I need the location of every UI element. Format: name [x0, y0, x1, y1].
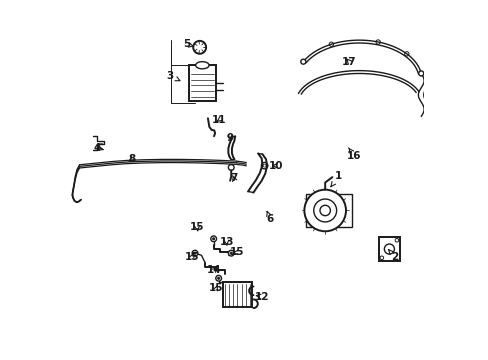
- Text: 4: 4: [93, 143, 103, 153]
- Text: 15: 15: [209, 283, 224, 293]
- Circle shape: [192, 250, 198, 256]
- Text: 16: 16: [346, 148, 361, 161]
- Circle shape: [215, 275, 221, 281]
- Text: 3: 3: [166, 71, 180, 81]
- Text: 17: 17: [341, 57, 356, 67]
- Text: 15: 15: [184, 252, 199, 262]
- Text: 9: 9: [226, 133, 233, 143]
- Bar: [188, 65, 215, 101]
- Text: 6: 6: [266, 211, 273, 224]
- Circle shape: [210, 236, 216, 242]
- Circle shape: [212, 238, 214, 240]
- Text: 15: 15: [189, 222, 204, 231]
- Text: 15: 15: [230, 247, 244, 257]
- Circle shape: [217, 277, 220, 279]
- Circle shape: [300, 59, 305, 64]
- Text: 2: 2: [388, 249, 398, 262]
- Text: 1: 1: [330, 171, 342, 187]
- Bar: [378, 237, 399, 261]
- Circle shape: [228, 250, 234, 256]
- Text: 5: 5: [183, 40, 193, 49]
- Text: 7: 7: [229, 173, 237, 183]
- Circle shape: [230, 252, 232, 254]
- Ellipse shape: [195, 62, 209, 69]
- Text: 11: 11: [212, 115, 226, 125]
- Circle shape: [418, 71, 423, 76]
- Text: 14: 14: [206, 265, 221, 275]
- Bar: [223, 282, 251, 307]
- Text: 8: 8: [128, 154, 135, 164]
- Text: 12: 12: [254, 292, 268, 302]
- Circle shape: [304, 190, 346, 231]
- Text: 10: 10: [268, 161, 283, 171]
- Circle shape: [193, 252, 196, 254]
- Bar: [305, 194, 351, 227]
- Text: 13: 13: [219, 237, 233, 247]
